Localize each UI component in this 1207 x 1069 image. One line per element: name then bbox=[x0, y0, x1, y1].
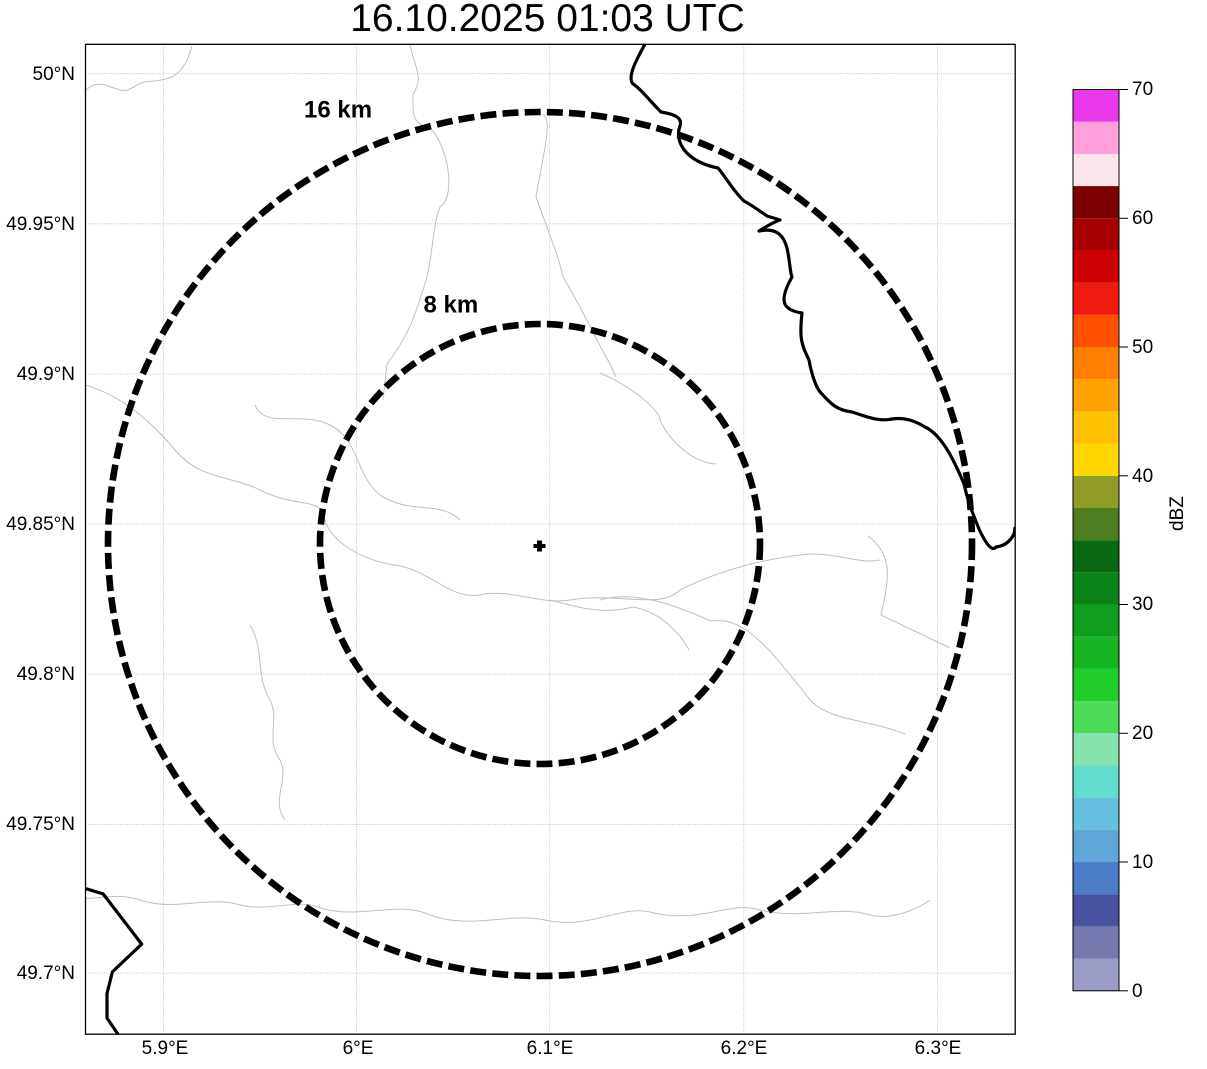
svg-text:8 km: 8 km bbox=[424, 292, 479, 319]
svg-text:16 km: 16 km bbox=[304, 97, 372, 124]
